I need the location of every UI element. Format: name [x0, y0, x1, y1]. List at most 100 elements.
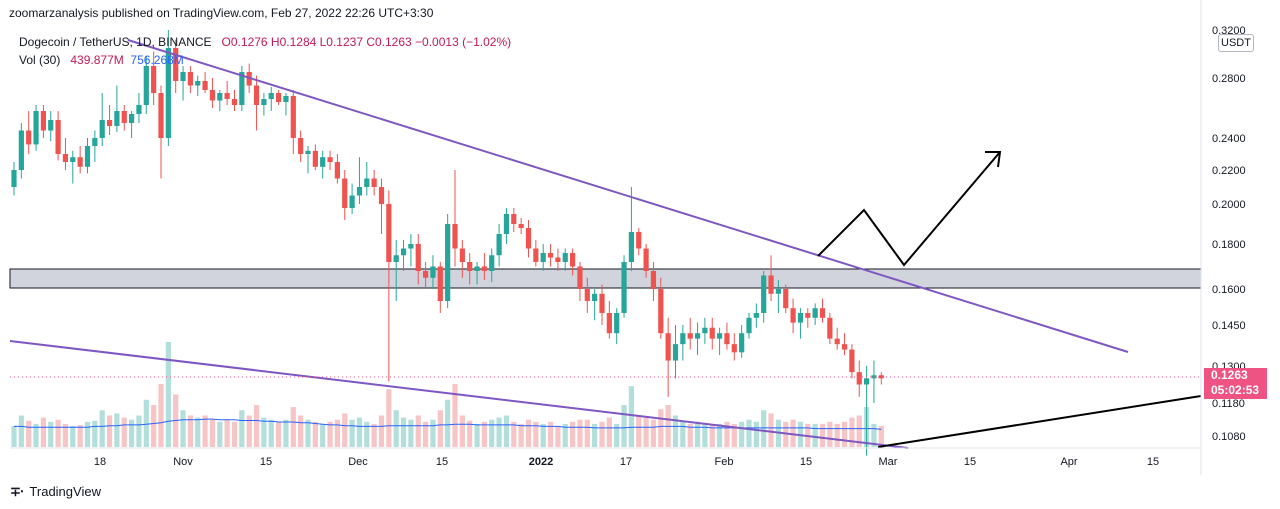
time-tick-label: 15: [1147, 456, 1159, 468]
volume-bar: [408, 419, 414, 447]
volume-bar: [327, 421, 333, 447]
volume-bar: [202, 415, 208, 447]
volume-bar: [555, 426, 561, 447]
candle-body: [445, 224, 451, 301]
projection-path[interactable]: [817, 151, 1001, 267]
candle-body: [430, 266, 436, 278]
volume-bar: [298, 415, 304, 447]
candle-body: [423, 271, 429, 278]
volume-bar: [136, 415, 142, 447]
candle-body: [812, 308, 818, 318]
volume-bar: [246, 415, 252, 447]
candle-body: [415, 244, 421, 271]
time-tick-label: Nov: [173, 456, 193, 468]
candle-body: [290, 96, 296, 138]
volume-bar: [423, 421, 429, 447]
volume-bar: [393, 410, 399, 447]
candle-body: [231, 99, 238, 105]
lower-trendline[interactable]: [9, 340, 909, 449]
volume-bar: [753, 421, 759, 447]
time-tick-label: 2022: [529, 456, 553, 468]
current-price-tag: 0.1263 05:02:53: [1204, 368, 1267, 399]
time-tick-label: Feb: [715, 456, 734, 468]
candle-body: [349, 195, 355, 208]
bar-countdown: 05:02:53: [1211, 383, 1260, 397]
tradingview-footer[interactable]: ∓‧ TradingView: [10, 484, 101, 500]
candle-body: [62, 154, 69, 162]
volume-bar: [187, 415, 193, 447]
rising-support-line[interactable]: [877, 395, 1202, 448]
candle-body: [827, 317, 833, 339]
candle-body: [547, 253, 554, 258]
candle-body: [474, 266, 480, 271]
price-tick-label: 0.2200: [1212, 165, 1246, 177]
volume-bar: [547, 421, 554, 447]
candle-body: [562, 253, 568, 262]
candle-body: [606, 313, 612, 334]
publisher-header: zoomarzanalysis published on TradingView…: [9, 6, 434, 20]
volume-bar: [195, 417, 201, 447]
candle-body: [173, 48, 179, 81]
price-tick-label: 0.2800: [1212, 73, 1246, 85]
candle-body: [496, 234, 502, 256]
currency-unit-button[interactable]: USDT: [1218, 34, 1254, 52]
candle-body: [48, 120, 54, 131]
price-tick-label: 0.2400: [1212, 133, 1246, 145]
volume-bar: [283, 419, 289, 447]
volume-bar: [489, 419, 495, 447]
candle-body: [680, 333, 686, 345]
volume-bar: [231, 421, 238, 447]
volume-bar: [143, 399, 149, 447]
candle-body: [84, 146, 91, 167]
candle-body: [702, 327, 708, 334]
candle-body: [555, 257, 561, 262]
candle-body: [768, 275, 774, 294]
price-axis[interactable]: 0.32000.28000.24000.22000.20000.18000.16…: [1212, 25, 1246, 443]
descending-trendline[interactable]: [127, 39, 1129, 353]
volume-bar: [672, 415, 679, 447]
volume-bar: [643, 417, 649, 447]
candle-body: [731, 344, 737, 353]
support-resistance-zone[interactable]: [9, 268, 1202, 289]
volume-legend[interactable]: Vol (30) 439.877M 756.268M: [19, 53, 184, 67]
symbol-legend[interactable]: Dogecoin / TetherUS, 1D, BINANCE O0.1276…: [19, 35, 511, 49]
price-tick-label: 0.1800: [1212, 239, 1246, 251]
time-tick-label: 17: [620, 456, 632, 468]
time-tick-label: 18: [94, 456, 106, 468]
symbol-name[interactable]: Dogecoin / TetherUS, 1D, BINANCE: [19, 35, 212, 49]
projection-arrowhead: [985, 151, 1002, 168]
candle-body: [533, 248, 539, 262]
candle-body: [99, 120, 105, 138]
candle-body: [452, 224, 458, 249]
candle-body: [18, 130, 24, 170]
volume-bar: [694, 421, 701, 447]
volume-bar: [437, 410, 443, 447]
time-tick-label: Mar: [879, 456, 898, 468]
candle-body: [70, 157, 76, 162]
volume-bar: [253, 405, 260, 447]
candle-body: [665, 333, 671, 361]
candle-body: [650, 271, 657, 289]
volume-bar: [650, 419, 657, 447]
candle-body: [481, 266, 487, 271]
volume-bar: [658, 409, 664, 447]
ohlc-values: O0.1276 H0.1284 L0.1237 C0.1263 −0.0013 …: [221, 35, 512, 49]
volume-bar: [680, 421, 686, 447]
volume-bar: [320, 423, 326, 447]
volume-bar: [290, 407, 296, 447]
volume-bar: [364, 421, 370, 447]
tradingview-logo-icon: ∓‧: [10, 484, 24, 499]
candle-body: [717, 333, 723, 339]
volume-bar: [26, 420, 32, 447]
candle-body: [165, 48, 171, 138]
price-tick-label: 0.1180: [1212, 398, 1245, 410]
volume-bar: [11, 426, 17, 447]
volume-bar: [305, 419, 311, 447]
candle-body: [342, 178, 348, 208]
volume-bar: [746, 419, 752, 447]
brand-name: TradingView: [29, 484, 101, 499]
candle-body: [694, 333, 701, 339]
time-axis[interactable]: 18 Nov 15 Dec 15 2022 17 Feb 15 Mar 15 Apr 15: [94, 456, 1159, 468]
candle-body: [356, 187, 363, 196]
